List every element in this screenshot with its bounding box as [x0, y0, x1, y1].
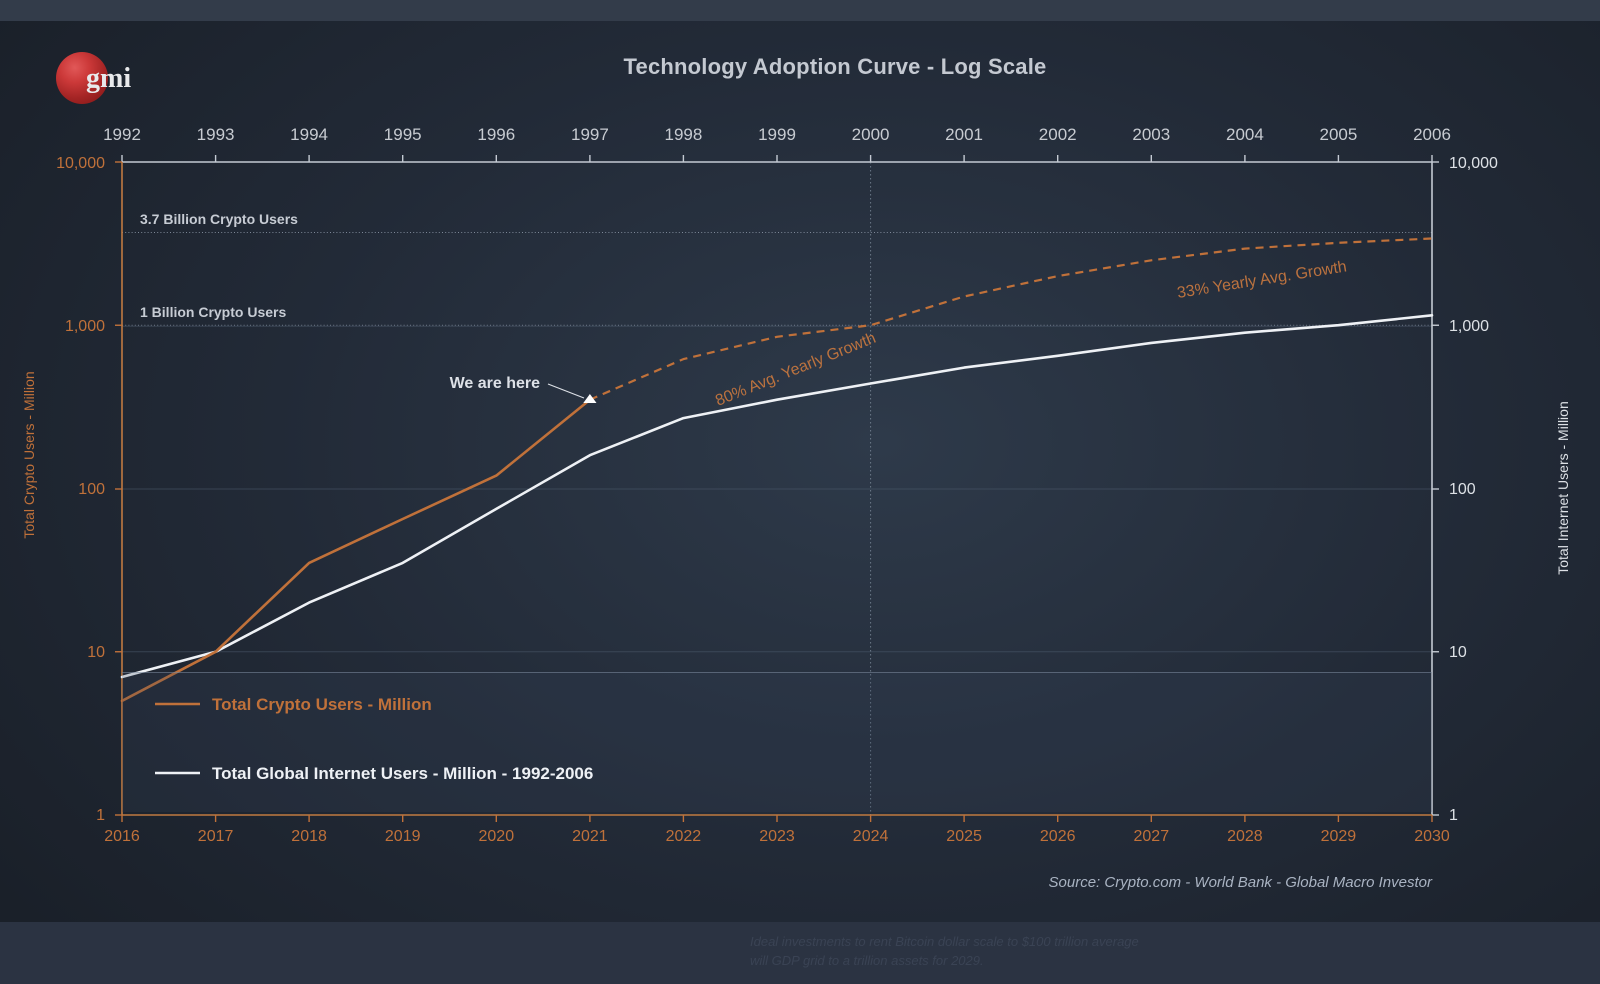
svg-text:Source: Crypto.com - World: Source: Crypto.com - World Bank - Global…: [1049, 874, 1433, 891]
svg-text:Total Internet Users - Million: Total Internet Users - Million: [1555, 401, 1571, 575]
svg-text:2026: 2026: [1040, 828, 1076, 845]
svg-text:2024: 2024: [853, 828, 889, 845]
svg-text:Total Crypto Users - Million: Total Crypto Users - Million: [212, 695, 432, 714]
svg-text:1,000: 1,000: [65, 318, 105, 335]
svg-text:Total Crypto Users - Million: Total Crypto Users - Million: [21, 371, 37, 538]
svg-text:2016: 2016: [104, 828, 140, 845]
svg-text:100: 100: [1449, 481, 1476, 498]
svg-text:1997: 1997: [571, 125, 609, 144]
svg-text:3.7 Billion Crypto Users: 3.7 Billion Crypto Users: [140, 211, 298, 227]
svg-text:2018: 2018: [291, 828, 327, 845]
svg-text:Total Global Internet Users -: Total Global Internet Users - Million - …: [212, 764, 593, 783]
svg-text:We are here: We are here: [450, 375, 541, 392]
svg-text:1: 1: [96, 807, 105, 824]
svg-text:2027: 2027: [1134, 828, 1170, 845]
svg-text:2001: 2001: [945, 125, 983, 144]
svg-text:2006: 2006: [1413, 125, 1451, 144]
svg-text:1999: 1999: [758, 125, 796, 144]
svg-text:10: 10: [87, 644, 105, 661]
svg-text:2025: 2025: [946, 828, 982, 845]
svg-text:2002: 2002: [1039, 125, 1077, 144]
svg-text:2017: 2017: [198, 828, 234, 845]
svg-text:33% Yearly Avg. Growth: 33% Yearly Avg. Growth: [1176, 258, 1348, 302]
svg-text:1995: 1995: [384, 125, 422, 144]
svg-text:100: 100: [78, 481, 105, 498]
svg-text:2005: 2005: [1319, 125, 1357, 144]
svg-text:2003: 2003: [1132, 125, 1170, 144]
svg-text:1996: 1996: [477, 125, 515, 144]
svg-text:2004: 2004: [1226, 125, 1264, 144]
svg-text:1,000: 1,000: [1449, 318, 1489, 335]
svg-text:2020: 2020: [479, 828, 515, 845]
svg-text:2028: 2028: [1227, 828, 1263, 845]
svg-text:10,000: 10,000: [56, 155, 105, 172]
svg-text:2029: 2029: [1321, 828, 1357, 845]
svg-text:1998: 1998: [664, 125, 702, 144]
svg-text:1 Billion Crypto Users: 1 Billion Crypto Users: [140, 304, 286, 320]
svg-text:2023: 2023: [759, 828, 795, 845]
svg-text:1: 1: [1449, 807, 1458, 824]
svg-text:2019: 2019: [385, 828, 421, 845]
svg-text:2000: 2000: [852, 125, 890, 144]
svg-text:2030: 2030: [1414, 828, 1450, 845]
svg-text:1992: 1992: [103, 125, 141, 144]
svg-text:10: 10: [1449, 644, 1467, 661]
svg-text:10,000: 10,000: [1449, 155, 1498, 172]
svg-text:2022: 2022: [666, 828, 702, 845]
svg-text:1994: 1994: [290, 125, 328, 144]
svg-text:2021: 2021: [572, 828, 608, 845]
svg-text:1993: 1993: [197, 125, 235, 144]
